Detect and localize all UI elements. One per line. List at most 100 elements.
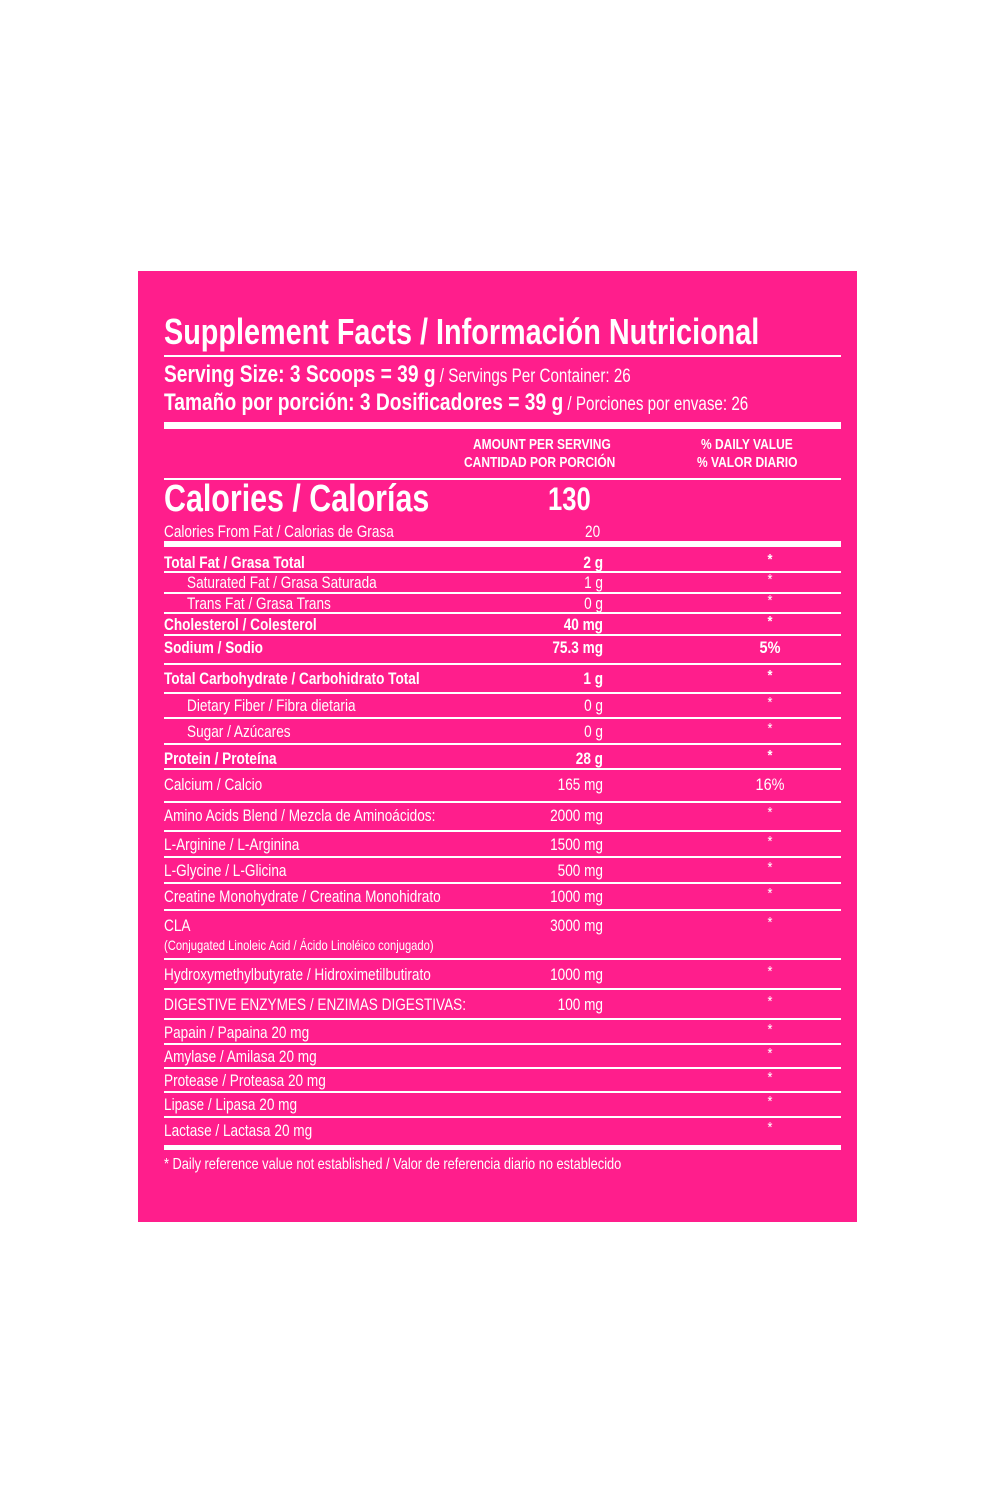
- nutrient-label: CLA: [164, 916, 191, 935]
- row-divider: [164, 743, 841, 745]
- header-thick-rule: [164, 422, 841, 429]
- nutrient-daily-value: *: [767, 833, 773, 850]
- nutrient-label: Lipase / Lipasa 20 mg: [164, 1095, 298, 1114]
- nutrient-label: Sodium / Sodio: [164, 638, 263, 657]
- nutrient-label: Trans Fat / Grasa Trans: [187, 594, 331, 613]
- nutrient-amount: 1000 mg: [550, 887, 603, 906]
- nutrient-daily-value: *: [767, 720, 773, 737]
- calories-top-rule: [164, 478, 841, 480]
- daily-value-header: % DAILY VALUE: [701, 436, 793, 453]
- valor-diario-header: % VALOR DIARIO: [697, 454, 798, 471]
- row-divider: [164, 571, 841, 573]
- nutrient-label: L-Arginine / L-Arginina: [164, 835, 300, 854]
- serving-size-en-main: Serving Size: 3 Scoops = 39 g: [164, 361, 436, 388]
- nutrient-daily-value: *: [767, 592, 773, 609]
- title-rule: [164, 355, 841, 357]
- nutrient-amount: 40 mg: [563, 615, 603, 634]
- nutrient-amount: 28 g: [575, 749, 603, 768]
- nutrient-label: Hydroxymethylbutyrate / Hidroximetilbuti…: [164, 965, 431, 984]
- nutrient-label: Dietary Fiber / Fibra dietaria: [187, 696, 356, 715]
- nutrient-amount: 500 mg: [557, 861, 603, 880]
- supplement-facts-panel: [138, 271, 857, 1222]
- footnote: * Daily reference value not established …: [164, 1156, 622, 1173]
- row-divider: [164, 830, 841, 832]
- row-divider: [164, 856, 841, 858]
- nutrient-amount: 2000 mg: [550, 806, 603, 825]
- calories-from-fat-value: 20: [585, 522, 601, 541]
- nutrient-daily-value: *: [767, 804, 773, 821]
- row-divider: [164, 909, 841, 911]
- serving-size-en: Serving Size: 3 Scoops = 39 g / Servings…: [164, 361, 631, 389]
- nutrient-label: Lactase / Lactasa 20 mg: [164, 1121, 313, 1140]
- nutrient-sublabel: (Conjugated Linoleic Acid / Ácido Linolé…: [164, 937, 434, 953]
- nutrient-daily-value: *: [767, 859, 773, 876]
- nutrient-label: Papain / Papaina 20 mg: [164, 1023, 310, 1042]
- row-divider: [164, 592, 841, 594]
- nutrient-amount: 0 g: [584, 594, 603, 613]
- nutrient-label: L-Glycine / L-Glicina: [164, 861, 287, 880]
- nutrient-daily-value: *: [767, 613, 773, 630]
- nutrient-daily-value: *: [767, 885, 773, 902]
- serving-size-es-main: Tamaño por porción: 3 Dosificadores = 39…: [164, 389, 564, 416]
- row-divider: [164, 958, 841, 960]
- nutrient-amount: 1 g: [583, 669, 603, 688]
- nutrient-daily-value: *: [767, 1119, 773, 1136]
- row-divider: [164, 717, 841, 719]
- nutrient-label: Protein / Proteína: [164, 749, 277, 768]
- porciones-por-envase: / Porciones por envase: 26: [563, 394, 749, 415]
- nutrient-amount: 3000 mg: [550, 916, 603, 935]
- nutrient-daily-value: *: [767, 1093, 773, 1110]
- row-divider: [164, 1018, 841, 1020]
- nutrient-amount: 75.3 mg: [552, 638, 603, 657]
- row-divider: [164, 692, 841, 694]
- nutrient-daily-value: *: [767, 551, 773, 568]
- nutrient-daily-value: *: [767, 694, 773, 711]
- nutrient-daily-value: *: [767, 963, 773, 980]
- nutrient-label: Saturated Fat / Grasa Saturada: [187, 573, 377, 592]
- nutrient-label: Cholesterol / Colesterol: [164, 615, 317, 634]
- nutrient-daily-value: *: [767, 1021, 773, 1038]
- row-divider: [164, 1043, 841, 1045]
- nutrient-amount: 165 mg: [557, 775, 603, 794]
- nutrient-amount: 1500 mg: [550, 835, 603, 854]
- nutrient-daily-value: *: [767, 1045, 773, 1062]
- row-divider: [164, 1116, 841, 1118]
- nutrient-label: Calcium / Calcio: [164, 775, 263, 794]
- nutrient-daily-value: *: [767, 571, 773, 588]
- row-divider: [164, 882, 841, 884]
- nutrient-label: Amylase / Amilasa 20 mg: [164, 1047, 317, 1066]
- nutrient-amount: 1 g: [584, 573, 603, 592]
- nutrient-daily-value: *: [767, 747, 773, 764]
- nutrient-label: Sugar / Azúcares: [187, 722, 291, 741]
- nutrient-amount: 0 g: [584, 696, 603, 715]
- nutrient-daily-value: *: [767, 993, 773, 1010]
- nutrient-label: Creatine Monohydrate / Creatina Monohidr…: [164, 887, 441, 906]
- nutrient-amount: 100 mg: [557, 995, 603, 1014]
- row-divider: [164, 663, 841, 665]
- footnote-rule: [164, 1145, 841, 1150]
- row-divider: [164, 768, 841, 770]
- servings-per-container: / Servings Per Container: 26: [435, 366, 631, 387]
- nutrient-daily-value: *: [767, 667, 773, 684]
- calories-value: 130: [548, 481, 591, 517]
- nutrient-label: Protease / Proteasa 20 mg: [164, 1071, 326, 1090]
- row-divider: [164, 612, 841, 614]
- amount-per-serving-header: AMOUNT PER SERVING: [473, 436, 611, 453]
- nutrient-amount: 2 g: [583, 553, 603, 572]
- nutrient-label: Total Carbohydrate / Carbohidrato Total: [164, 669, 420, 688]
- row-divider: [164, 1067, 841, 1069]
- nutrient-amount: 1000 mg: [550, 965, 603, 984]
- serving-size-es: Tamaño por porción: 3 Dosificadores = 39…: [164, 389, 748, 417]
- nutrient-label: Amino Acids Blend / Mezcla de Aminoácido…: [164, 806, 436, 825]
- nutrient-label: Total Fat / Grasa Total: [164, 553, 305, 572]
- row-divider: [164, 988, 841, 990]
- nutrient-daily-value: 16%: [755, 775, 785, 794]
- calories-from-fat-label: Calories From Fat / Calorias de Grasa: [164, 522, 394, 541]
- nutrient-daily-value: 5%: [759, 638, 781, 657]
- nutrient-daily-value: *: [767, 1069, 773, 1086]
- nutrient-daily-value: *: [767, 914, 773, 931]
- row-divider: [164, 1091, 841, 1093]
- facts-title: Supplement Facts / Información Nutricion…: [164, 311, 760, 352]
- calories-label: Calories / Calorías: [164, 478, 430, 520]
- nutrient-label: DIGESTIVE ENZYMES / ENZIMAS DIGESTIVAS:: [164, 995, 467, 1014]
